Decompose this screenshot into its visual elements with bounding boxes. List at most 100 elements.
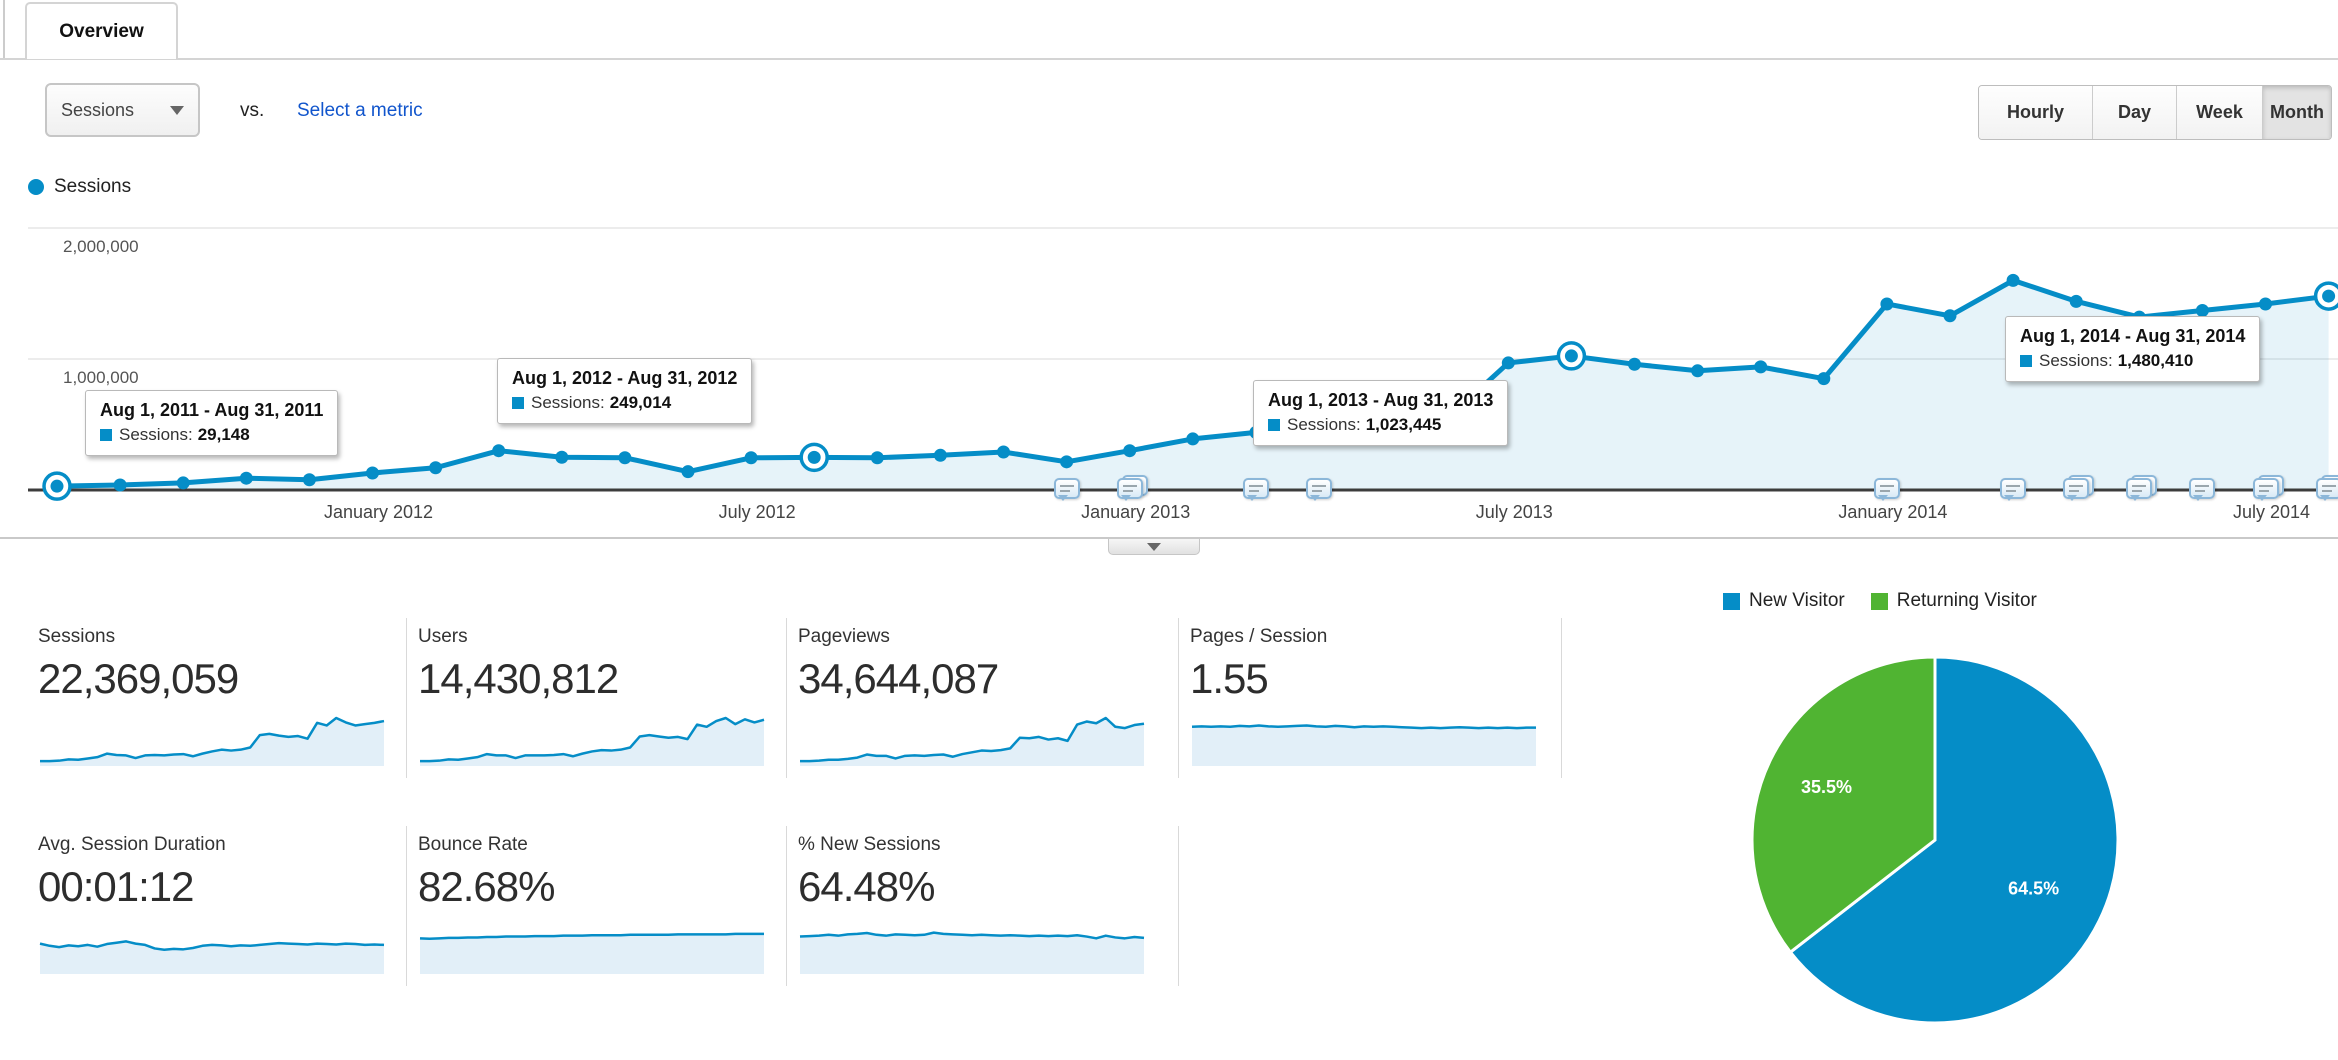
data-point-Feb 2012[interactable] bbox=[429, 461, 443, 475]
annotation-bubble-icon[interactable] bbox=[1873, 478, 1900, 501]
data-point-Jul 2012[interactable] bbox=[744, 451, 758, 465]
metric-card-sessions: Sessions 22,369,059 bbox=[38, 626, 390, 766]
panel-left-edge bbox=[3, 0, 5, 58]
new-visitor-swatch-icon bbox=[1723, 592, 1740, 610]
annotation-bubble-icon[interactable] bbox=[1116, 478, 1143, 501]
data-point-Oct 2011[interactable] bbox=[176, 476, 190, 490]
data-point-Dec 2011[interactable] bbox=[302, 473, 316, 487]
annotation-bubble-icon[interactable] bbox=[2315, 478, 2338, 501]
annotation-bubble-icon[interactable] bbox=[2126, 478, 2153, 501]
data-point-Nov 2013[interactable] bbox=[1754, 360, 1768, 374]
metric-label: Pageviews bbox=[798, 626, 890, 647]
pie-slice-returning-visitor[interactable] bbox=[1750, 655, 1937, 955]
hourly-button[interactable]: Hourly bbox=[1979, 86, 2093, 139]
card-divider bbox=[786, 826, 787, 986]
metric-selector-dropdown[interactable]: Sessions bbox=[45, 83, 200, 137]
data-point-Sep 2011[interactable] bbox=[113, 478, 127, 492]
collapse-chart-handle[interactable] bbox=[1108, 539, 1200, 555]
tooltip-value: 29,148 bbox=[197, 425, 250, 444]
tooltip-value: 249,014 bbox=[609, 393, 672, 412]
highlighted-point-core bbox=[1564, 349, 1578, 363]
visitor-type-pie-chart[interactable]: 64.5% 35.5% bbox=[1748, 653, 2122, 1027]
metric-value: 1.55 bbox=[1190, 655, 1269, 702]
annotation-bubble-icon[interactable] bbox=[1053, 478, 1080, 501]
x-axis-label: July 2014 bbox=[2233, 502, 2310, 522]
sessions-line-chart[interactable]: 2,000,000 1,000,000 January 2012 July 2012 J… bbox=[0, 200, 2338, 555]
data-point-Feb 2013[interactable] bbox=[1186, 432, 1200, 446]
data-point-Sep 2012[interactable] bbox=[870, 451, 884, 465]
data-point-Nov 2012[interactable] bbox=[997, 445, 1010, 459]
tab-overview[interactable]: Overview bbox=[25, 2, 178, 59]
select-a-metric-link[interactable]: Select a metric bbox=[297, 100, 423, 121]
metric-value: 82.68% bbox=[418, 863, 555, 910]
granularity-button-group: Hourly Day Week Month bbox=[1978, 85, 2332, 140]
pie-slice-new-visitor[interactable] bbox=[1788, 655, 2120, 1025]
chart-tooltip: Aug 1, 2012 - Aug 31, 2012 Sessions: 249,0… bbox=[497, 358, 753, 424]
day-button[interactable]: Day bbox=[2093, 86, 2177, 139]
data-point-Dec 2012[interactable] bbox=[1060, 455, 1074, 469]
visitor-type-legend: New Visitor Returning Visitor bbox=[1723, 590, 2063, 612]
annotation-bubble-icon[interactable] bbox=[1306, 478, 1332, 501]
chart-tooltip: Aug 1, 2014 - Aug 31, 2014 Sessions: 1,480… bbox=[2005, 316, 2261, 382]
data-point-Apr 2014[interactable] bbox=[2069, 294, 2083, 308]
month-button[interactable]: Month bbox=[2263, 86, 2331, 139]
pie-slice-percentage: 35.5% bbox=[1801, 777, 1852, 797]
chevron-down-icon bbox=[170, 105, 184, 115]
data-point-Feb 2014[interactable] bbox=[1943, 309, 1957, 323]
metric-label: % New Sessions bbox=[798, 834, 941, 855]
chart-tooltip: Aug 1, 2013 - Aug 31, 2013 Sessions: 1,023… bbox=[1253, 380, 1509, 446]
card-divider bbox=[1178, 826, 1179, 986]
data-point-Jul 2013[interactable] bbox=[1501, 356, 1515, 370]
metric-label: Avg. Session Duration bbox=[38, 834, 226, 855]
tooltip-metric-row: Sessions: 29,148 bbox=[100, 425, 323, 445]
tooltip-date-range: Aug 1, 2013 - Aug 31, 2013 bbox=[1268, 390, 1494, 410]
users-sparkline bbox=[420, 716, 765, 766]
data-point-Jan 2014[interactable] bbox=[1880, 297, 1894, 311]
metric-value: 22,369,059 bbox=[38, 655, 239, 702]
tooltip-date-range: Aug 1, 2012 - Aug 31, 2012 bbox=[512, 368, 738, 388]
tab-bar: Overview bbox=[0, 0, 2338, 60]
week-button[interactable]: Week bbox=[2177, 86, 2263, 139]
chart-tooltip: Aug 1, 2011 - Aug 31, 2011 Sessions: 29,14… bbox=[85, 390, 339, 456]
x-axis-label: January 2012 bbox=[324, 502, 433, 522]
returning-visitor-swatch-icon bbox=[1870, 592, 1888, 610]
tab-bar-border bbox=[0, 58, 2338, 60]
tooltip-series-swatch-icon bbox=[2020, 355, 2032, 367]
highlighted-point-core bbox=[2322, 289, 2336, 303]
annotation-bubble-icon[interactable] bbox=[2063, 478, 2090, 501]
metric-value: 00:01:12 bbox=[38, 863, 195, 910]
data-point-Oct 2013[interactable] bbox=[1691, 364, 1705, 378]
annotation-bubble-icon[interactable] bbox=[2252, 478, 2279, 501]
metric-card-bounce-rate: Bounce Rate 82.68% bbox=[418, 834, 770, 974]
tooltip-date-range: Aug 1, 2011 - Aug 31, 2011 bbox=[100, 400, 324, 420]
sessions-sparkline bbox=[40, 716, 385, 766]
annotation-bubble-icon[interactable] bbox=[2189, 478, 2216, 501]
metric-card-new-sessions: % New Sessions 64.48% bbox=[798, 834, 1150, 974]
data-point-Mar 2014[interactable] bbox=[2006, 273, 2020, 287]
data-point-Oct 2012[interactable] bbox=[933, 448, 947, 462]
tooltip-series-swatch-icon bbox=[1268, 419, 1280, 431]
metric-card-avg-session-duration: Avg. Session Duration 00:01:12 bbox=[38, 834, 390, 974]
data-point-Jul 2014[interactable] bbox=[2259, 297, 2272, 311]
data-point-Jun 2014[interactable] bbox=[2195, 304, 2209, 318]
metric-card-pages-session: Pages / Session 1.55 bbox=[1190, 626, 1542, 766]
y-axis-tick: 2,000,000 bbox=[63, 237, 139, 256]
pageviews-sparkline bbox=[800, 716, 1145, 766]
data-point-Mar 2012[interactable] bbox=[492, 444, 506, 458]
annotation-bubble-icon[interactable] bbox=[2000, 478, 2027, 501]
card-divider bbox=[1561, 618, 1562, 778]
metric-value: 64.48% bbox=[798, 863, 935, 910]
annotation-bubble-icon[interactable] bbox=[1242, 478, 1269, 501]
data-point-Apr 2012[interactable] bbox=[555, 450, 569, 464]
chart-legend: Sessions bbox=[28, 176, 131, 198]
card-divider bbox=[406, 618, 407, 778]
data-point-Nov 2011[interactable] bbox=[239, 471, 253, 485]
card-divider bbox=[1178, 618, 1179, 778]
data-point-Jun 2012[interactable] bbox=[681, 465, 695, 479]
data-point-Sep 2013[interactable] bbox=[1628, 357, 1641, 371]
data-point-Jan 2012[interactable] bbox=[366, 466, 379, 480]
data-point-May 2012[interactable] bbox=[618, 451, 632, 465]
line-chart-canvas: 2,000,000 1,000,000 January 2012 July 2012 J… bbox=[28, 227, 2338, 522]
data-point-Jan 2013[interactable] bbox=[1123, 444, 1137, 458]
data-point-Dec 2013[interactable] bbox=[1817, 372, 1831, 386]
